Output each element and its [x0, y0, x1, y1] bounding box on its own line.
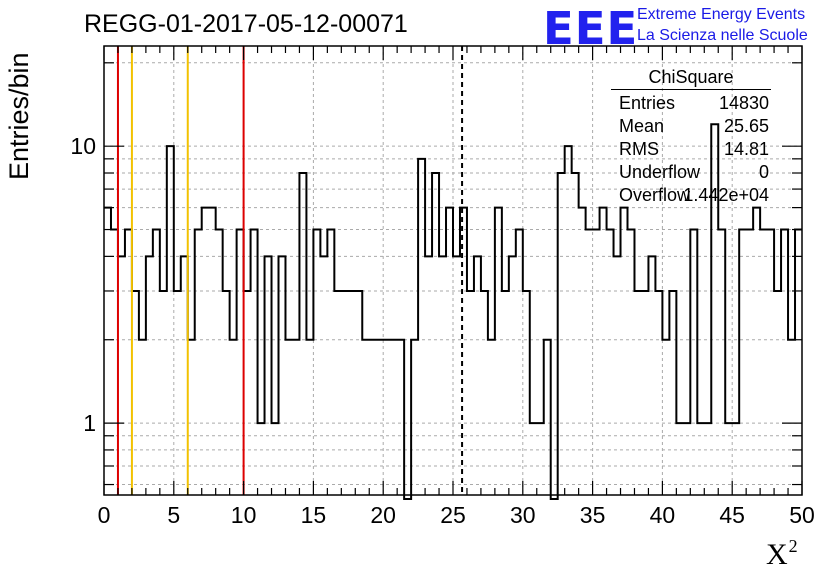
stats-row-rms: RMS 14.81 — [619, 139, 769, 161]
stats-divider — [611, 89, 771, 90]
stats-row-underflow: Underflow 0 — [619, 162, 769, 184]
stats-value: 0 — [758, 162, 769, 182]
x-tick-label: 0 — [98, 502, 111, 528]
stats-value: 25.65 — [723, 116, 769, 136]
x-tick-label: 5 — [167, 502, 180, 528]
histogram-series — [104, 123, 802, 500]
stats-row-entries: Entries 14830 — [619, 93, 769, 115]
stats-row-overflow: Overflow 1.442e+04 — [619, 185, 769, 207]
stats-key: RMS — [619, 139, 659, 159]
logo-line-2: La Scienza nelle Scuole — [637, 27, 808, 44]
plot-title: REGG-01-2017-05-12-00071 — [84, 10, 408, 38]
x-tick-label: 30 — [510, 502, 536, 528]
stats-title: ChiSquare — [648, 67, 734, 87]
x-tick-label: 50 — [789, 502, 815, 528]
y-tick-label: 10 — [70, 133, 96, 159]
x-tick-label: 25 — [440, 502, 466, 528]
x-tick-label: 35 — [580, 502, 606, 528]
stats-value: 14.81 — [723, 139, 769, 159]
stats-key: Entries — [619, 93, 676, 113]
x-tick-label: 40 — [650, 502, 676, 528]
x-axis-title: X2 — [766, 536, 798, 571]
x-tick-label: 10 — [231, 502, 257, 528]
x-tick-label: 15 — [301, 502, 327, 528]
x-tick-label: 20 — [370, 502, 396, 528]
x-axis-title-exponent: 2 — [788, 536, 798, 556]
stats-key: Underflow — [619, 162, 701, 182]
logo-line-1: Extreme Energy Events — [637, 6, 806, 23]
stats-row-mean: Mean 25.65 — [619, 116, 769, 138]
stats-value: 14830 — [718, 93, 769, 113]
x-tick-label: 45 — [719, 502, 745, 528]
y-tick-label: 1 — [83, 410, 96, 436]
stats-box: ChiSquare Entries 14830 Mean 25.65 RMS 1… — [611, 66, 771, 205]
stats-key: Overflow — [619, 185, 691, 205]
stats-key: Mean — [619, 116, 665, 136]
stats-value: 1.442e+04 — [683, 185, 769, 205]
